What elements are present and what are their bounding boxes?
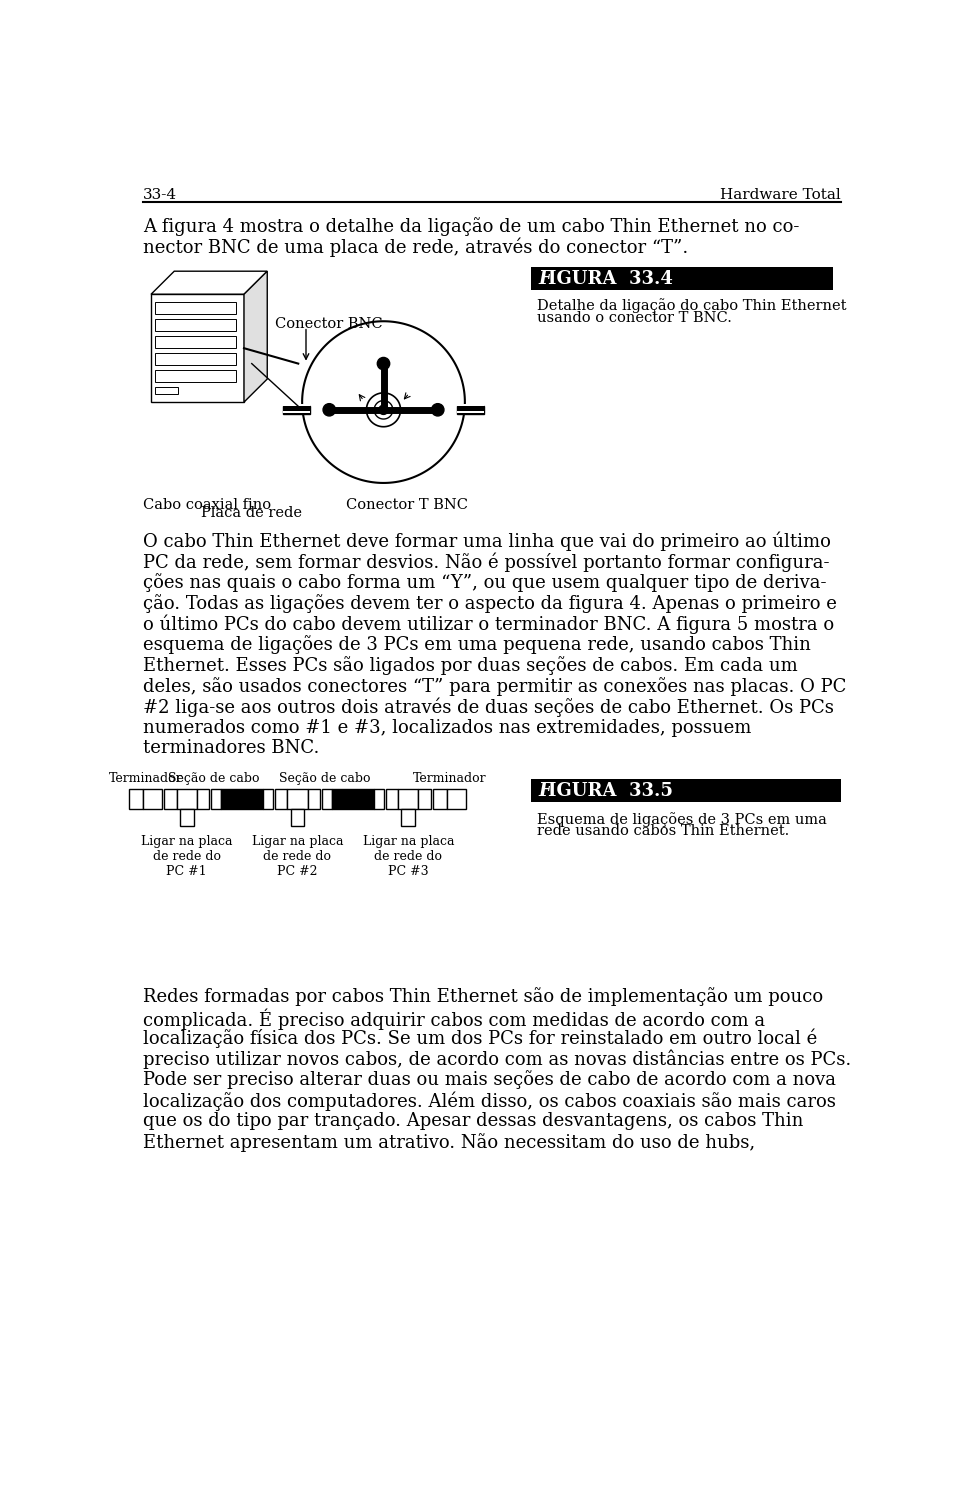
Text: Placa de rede: Placa de rede (202, 507, 302, 520)
Bar (155, 370, 236, 381)
Bar (275, 788, 287, 809)
Text: Seção de cabo: Seção de cabo (168, 772, 259, 785)
Text: Pode ser preciso alterar duas ou mais seções de cabo de acordo com a nova: Pode ser preciso alterar duas ou mais se… (143, 1070, 836, 1089)
Text: IGURA  33.4: IGURA 33.4 (548, 270, 673, 288)
Text: rede usando cabos Thin Ethernet.: rede usando cabos Thin Ethernet. (537, 824, 789, 837)
Bar (155, 335, 236, 349)
Bar (283, 404, 310, 405)
Text: F: F (539, 270, 551, 288)
Text: Ligar na placa
de rede do
PC #1: Ligar na placa de rede do PC #1 (141, 834, 232, 878)
Bar (164, 788, 177, 809)
Polygon shape (302, 322, 465, 483)
Text: complicada. É preciso adquirir cabos com medidas de acordo com a: complicada. É preciso adquirir cabos com… (143, 1009, 765, 1030)
Text: localização física dos PCs. Se um dos PCs for reinstalado em outro local é: localização física dos PCs. Se um dos PC… (143, 1030, 818, 1049)
Circle shape (432, 404, 444, 416)
Text: Ligar na placa
de rede do
PC #3: Ligar na placa de rede do PC #3 (363, 834, 454, 878)
Bar (331, 788, 374, 809)
Bar (457, 405, 484, 414)
Text: Seção de cabo: Seção de cabo (278, 772, 371, 785)
Bar (221, 788, 263, 809)
Bar (433, 788, 447, 809)
Text: nector BNC de uma placa de rede, através do conector “T”.: nector BNC de uma placa de rede, através… (143, 237, 688, 256)
Bar (155, 353, 236, 365)
Text: ções nas quais o cabo forma um “Y”, ou que usem qualquer tipo de deriva-: ções nas quais o cabo forma um “Y”, ou q… (143, 574, 827, 592)
Text: terminadores BNC.: terminadores BNC. (143, 739, 320, 757)
Bar (323, 788, 331, 809)
Bar (155, 319, 236, 331)
Polygon shape (379, 405, 388, 414)
Polygon shape (151, 295, 244, 402)
Text: Ligar na placa
de rede do
PC #2: Ligar na placa de rede do PC #2 (252, 834, 344, 878)
Bar (386, 788, 398, 809)
Bar (531, 267, 833, 291)
Circle shape (377, 358, 390, 370)
Bar (283, 405, 310, 414)
Bar (155, 387, 179, 395)
Bar (374, 788, 383, 809)
Text: esquema de ligações de 3 PCs em uma pequena rede, usando cabos Thin: esquema de ligações de 3 PCs em uma pequ… (143, 635, 811, 654)
Text: deles, são usados conectores “T” para permitir as conexões nas placas. O PC: deles, são usados conectores “T” para pe… (143, 676, 847, 696)
Bar (263, 788, 273, 809)
Text: IGURA  33.5: IGURA 33.5 (548, 782, 673, 800)
Text: Hardware Total: Hardware Total (720, 188, 841, 203)
Polygon shape (244, 271, 267, 402)
Text: ção. Todas as ligações devem ter o aspecto da figura 4. Apenas o primeiro e: ção. Todas as ligações devem ter o aspec… (143, 595, 837, 612)
Text: #2 liga-se aos outros dois através de duas seções de cabo Ethernet. Os PCs: #2 liga-se aos outros dois através de du… (143, 697, 834, 717)
Bar (177, 788, 197, 809)
Polygon shape (151, 271, 267, 295)
Bar (419, 788, 431, 809)
Text: F: F (539, 782, 551, 800)
Bar (447, 788, 466, 809)
Bar (143, 788, 162, 809)
Text: que os do tipo par trançado. Apesar dessas desvantagens, os cabos Thin: que os do tipo par trançado. Apesar dess… (143, 1112, 804, 1129)
Text: 33-4: 33-4 (143, 188, 178, 203)
Text: Ethernet. Esses PCs são ligados por duas seções de cabos. Em cada um: Ethernet. Esses PCs são ligados por duas… (143, 656, 798, 675)
Bar (291, 809, 304, 825)
Text: O cabo Thin Ethernet deve formar uma linha que vai do primeiro ao último: O cabo Thin Ethernet deve formar uma lin… (143, 532, 831, 551)
Text: numerados como #1 e #3, localizados nas extremidades, possuem: numerados como #1 e #3, localizados nas … (143, 718, 752, 736)
Bar (457, 411, 484, 413)
Text: Ethernet apresentam um atrativo. Não necessitam do uso de hubs,: Ethernet apresentam um atrativo. Não nec… (143, 1132, 756, 1152)
Text: A figura 4 mostra o detalhe da ligação de um cabo Thin Ethernet no co-: A figura 4 mostra o detalhe da ligação d… (143, 218, 800, 237)
Text: o último PCs do cabo devem utilizar o terminador BNC. A figura 5 mostra o: o último PCs do cabo devem utilizar o te… (143, 614, 834, 635)
Bar (457, 404, 484, 405)
Text: Conector T BNC: Conector T BNC (346, 498, 468, 513)
Text: Detalhe da ligação do cabo Thin Ethernet: Detalhe da ligação do cabo Thin Ethernet (537, 298, 847, 313)
Bar (398, 788, 419, 809)
Bar (180, 809, 194, 825)
Bar (283, 411, 310, 413)
Text: PC da rede, sem formar desvios. Não é possível portanto formar configura-: PC da rede, sem formar desvios. Não é po… (143, 553, 829, 572)
Text: Terminador: Terminador (108, 772, 182, 785)
Text: Cabo coaxial fino: Cabo coaxial fino (143, 498, 272, 513)
Text: usando o conector T BNC.: usando o conector T BNC. (537, 311, 732, 325)
Text: Esquema de ligações de 3 PCs em uma: Esquema de ligações de 3 PCs em uma (537, 812, 827, 827)
Bar (130, 788, 143, 809)
Circle shape (324, 404, 335, 416)
Text: preciso utilizar novos cabos, de acordo com as novas distâncias entre os PCs.: preciso utilizar novos cabos, de acordo … (143, 1049, 852, 1070)
Text: Redes formadas por cabos Thin Ethernet são de implementação um pouco: Redes formadas por cabos Thin Ethernet s… (143, 988, 824, 1006)
Bar (287, 788, 307, 809)
Text: Conector BNC: Conector BNC (275, 317, 383, 331)
Bar (307, 788, 320, 809)
Bar (197, 788, 209, 809)
Text: Terminador: Terminador (413, 772, 486, 785)
Bar (211, 788, 221, 809)
Bar (531, 779, 841, 803)
Bar (155, 302, 236, 314)
Text: localização dos computadores. Além disso, os cabos coaxiais são mais caros: localização dos computadores. Além disso… (143, 1091, 836, 1110)
Bar (401, 809, 416, 825)
